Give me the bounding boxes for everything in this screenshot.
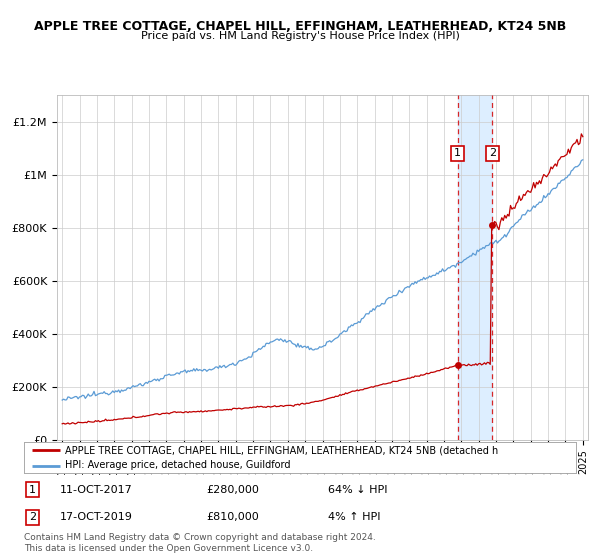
Text: £810,000: £810,000 <box>206 512 259 522</box>
Text: Price paid vs. HM Land Registry's House Price Index (HPI): Price paid vs. HM Land Registry's House … <box>140 31 460 41</box>
Text: Contains HM Land Registry data © Crown copyright and database right 2024.
This d: Contains HM Land Registry data © Crown c… <box>24 533 376 553</box>
Text: 1: 1 <box>454 148 461 158</box>
Text: 2: 2 <box>29 512 36 522</box>
Text: APPLE TREE COTTAGE, CHAPEL HILL, EFFINGHAM, LEATHERHEAD, KT24 5NB: APPLE TREE COTTAGE, CHAPEL HILL, EFFINGH… <box>34 20 566 32</box>
Text: HPI: Average price, detached house, Guildford: HPI: Average price, detached house, Guil… <box>65 460 291 470</box>
Bar <box>458 95 493 440</box>
Text: APPLE TREE COTTAGE, CHAPEL HILL, EFFINGHAM, LEATHERHEAD, KT24 5NB (detached h: APPLE TREE COTTAGE, CHAPEL HILL, EFFINGH… <box>65 445 499 455</box>
Text: 4% ↑ HPI: 4% ↑ HPI <box>328 512 380 522</box>
Text: 64% ↓ HPI: 64% ↓ HPI <box>328 484 387 494</box>
Text: 1: 1 <box>29 484 36 494</box>
Text: 2: 2 <box>489 148 496 158</box>
Text: 11-OCT-2017: 11-OCT-2017 <box>60 484 133 494</box>
Text: 17-OCT-2019: 17-OCT-2019 <box>60 512 133 522</box>
Text: £280,000: £280,000 <box>206 484 259 494</box>
